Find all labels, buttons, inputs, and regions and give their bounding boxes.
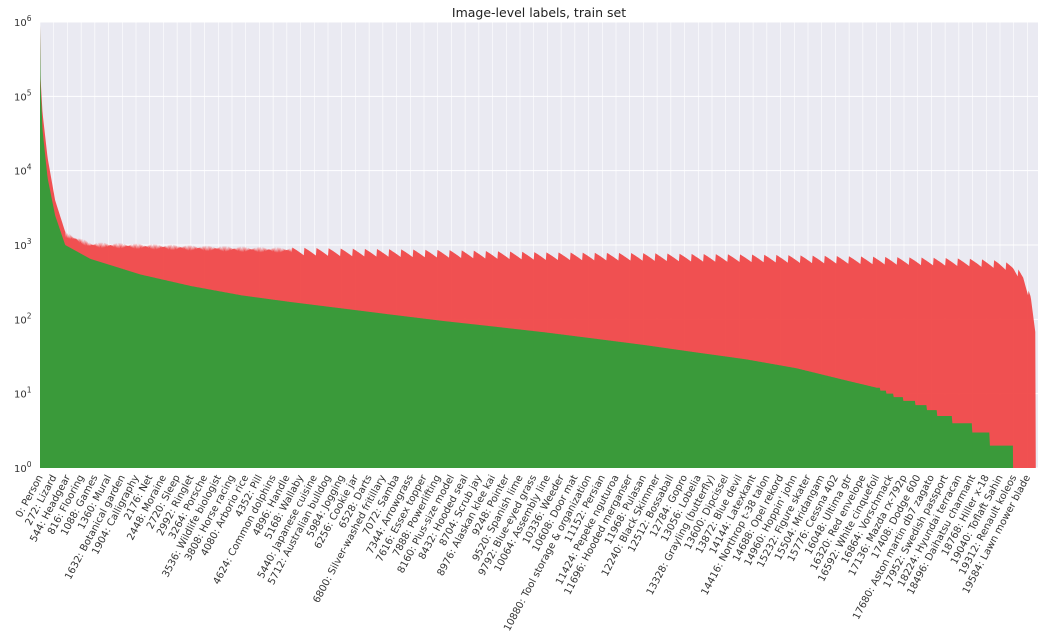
y-axis-ticks: 100 101 102 103 104 105 106	[14, 14, 32, 475]
bar-positive-area	[40, 25, 1014, 469]
bars	[40, 25, 1036, 469]
y-tick-label: 103	[14, 237, 32, 252]
chart-title: Image-level labels, train set	[452, 5, 626, 20]
series-positive-green	[40, 25, 1014, 469]
y-tick-label: 105	[14, 88, 32, 103]
y-tick-label: 101	[14, 386, 32, 401]
y-tick-label: 100	[14, 460, 32, 475]
y-tick-label: 104	[14, 163, 32, 178]
y-tick-label: 106	[14, 14, 32, 29]
y-tick-label: 102	[14, 311, 32, 326]
